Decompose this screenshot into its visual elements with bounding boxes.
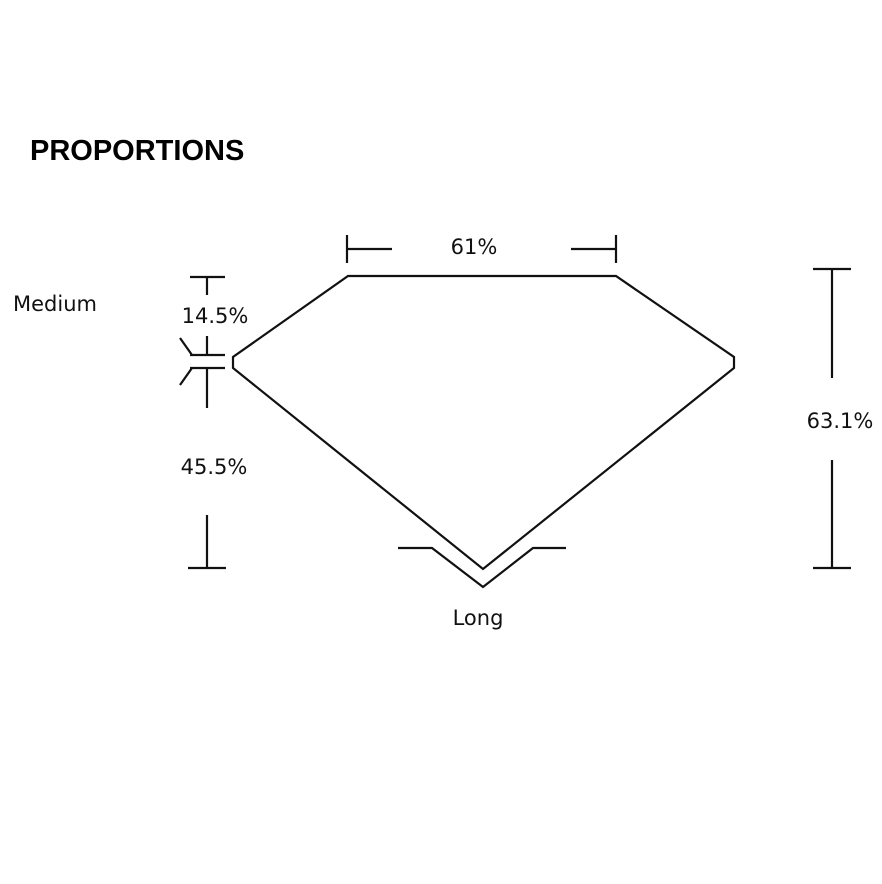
- culet-label: Long: [453, 606, 504, 630]
- diamond-outline: [231, 274, 736, 571]
- girdle-label: Medium: [13, 292, 97, 316]
- total-depth-dimension: 63.1%: [807, 267, 874, 570]
- total-depth-label: 63.1%: [807, 409, 874, 433]
- crown-height-label: 14.5%: [182, 304, 249, 328]
- table-dimension: 61%: [345, 235, 618, 263]
- pavilion-depth-label: 45.5%: [181, 455, 248, 479]
- crown-height-dimension: 14.5%: [179, 275, 249, 357]
- page-title: PROPORTIONS: [30, 135, 244, 167]
- table-label: 61%: [451, 235, 498, 259]
- culet-marker: Long: [398, 546, 566, 630]
- pavilion-depth-dimension: 45.5%: [179, 366, 248, 570]
